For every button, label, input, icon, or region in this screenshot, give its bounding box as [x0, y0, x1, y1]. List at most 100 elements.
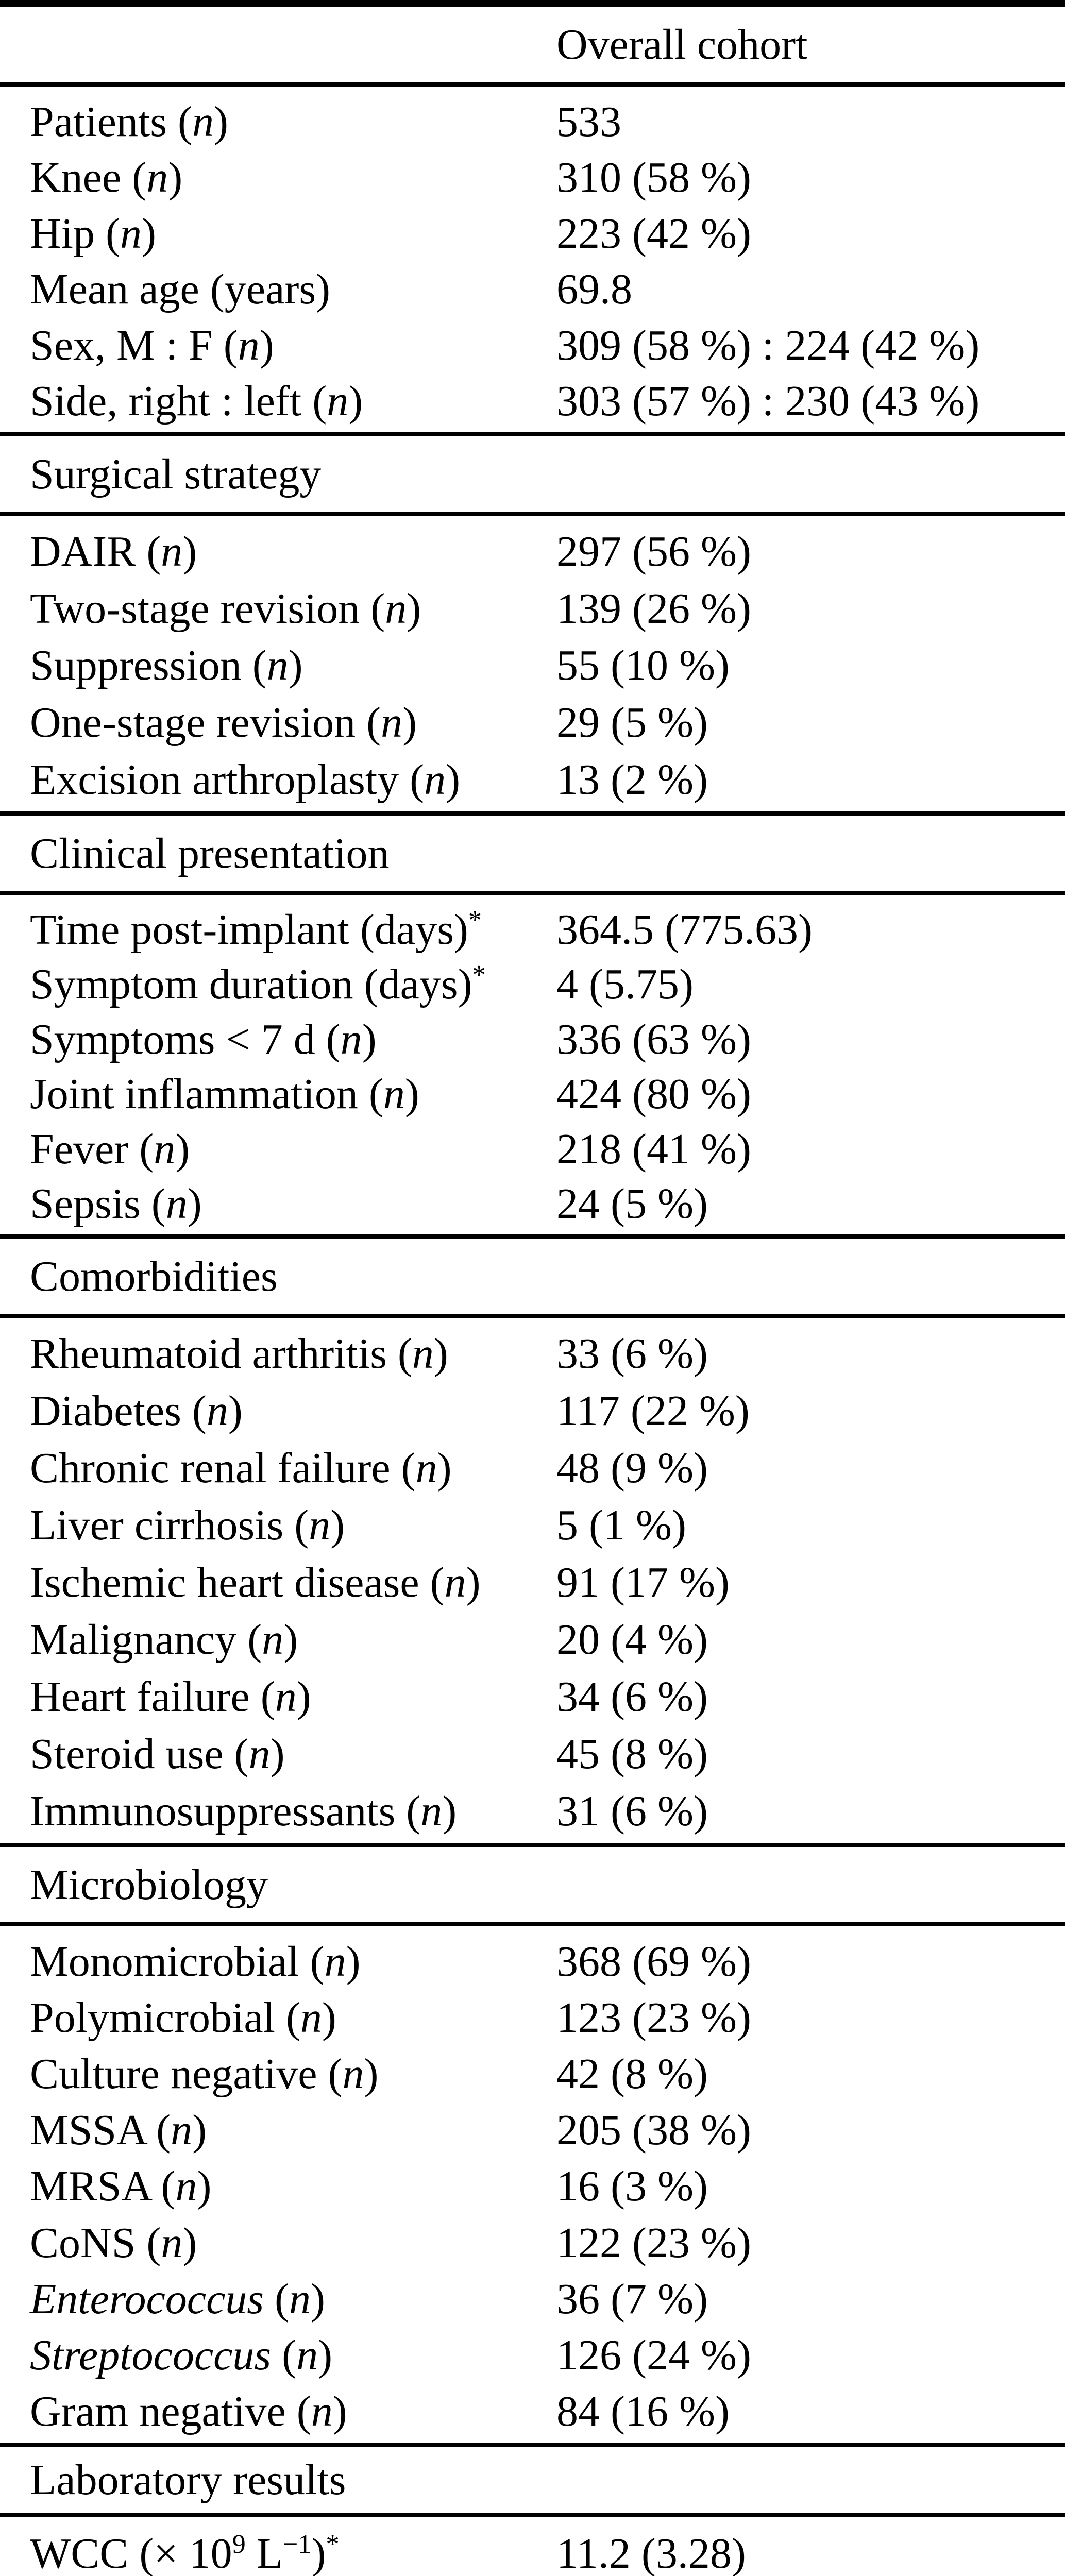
- row-label: Sepsis (n): [30, 1180, 202, 1228]
- table-row: Immunosuppressants (n) 31 (6 %): [0, 1783, 1065, 1840]
- table-row: Liver cirrhosis (n) 5 (1 %): [0, 1497, 1065, 1554]
- row-label: Excision arthroplasty (n): [30, 756, 461, 804]
- section-title-band: Comorbidities: [0, 1239, 1065, 1314]
- section-divider-rule: [0, 2513, 1065, 2517]
- row-label: Joint inflammation (n): [30, 1070, 419, 1118]
- section-title-band: Surgical strategy: [0, 436, 1065, 512]
- row-value: 29 (5 %): [556, 699, 708, 747]
- table-row: Joint inflammation (n) 424 (80 %): [0, 1067, 1065, 1122]
- table-row: One-stage revision (n) 29 (5 %): [0, 694, 1065, 751]
- row-value: 336 (63 %): [556, 1015, 751, 1063]
- table-row: Knee (n) 310 (58 %): [0, 150, 1065, 206]
- row-value: 309 (58 %) : 224 (42 %): [556, 321, 980, 369]
- section-divider-rule: [0, 512, 1065, 516]
- row-value: 122 (23 %): [556, 2218, 751, 2267]
- row-label: Malignancy (n): [30, 1616, 298, 1664]
- row-value: 126 (24 %): [556, 2331, 751, 2379]
- table-row: Fever (n) 218 (41 %): [0, 1122, 1065, 1177]
- section-title: Surgical strategy: [30, 450, 322, 498]
- table-row: Sex, M : F (n) 309 (58 %) : 224 (42 %): [0, 317, 1065, 374]
- table-row: Heart failure (n) 34 (6 %): [0, 1668, 1065, 1725]
- section-body: Monomicrobial (n) 368 (69 %) Polymicrobial…: [0, 1926, 1065, 2443]
- table-row: Time post-implant (days)* 364.5 (775.63): [0, 902, 1065, 957]
- row-value: 33 (6 %): [556, 1330, 708, 1378]
- row-label: Ischemic heart disease (n): [30, 1558, 481, 1606]
- section-title: Comorbidities: [30, 1252, 278, 1300]
- table-row: Malignancy (n) 20 (4 %): [0, 1611, 1065, 1668]
- section-divider-rule: [0, 82, 1065, 87]
- section-divider-rule: [0, 811, 1065, 816]
- table-header-row: Overall cohort: [0, 7, 1065, 82]
- section-divider-rule: [0, 891, 1065, 895]
- table-row: Rheumatoid arthritis (n) 33 (6 %): [0, 1325, 1065, 1382]
- row-label: WCC (× 109 L−1)*: [30, 2529, 340, 2576]
- row-value: 364.5 (775.63): [556, 905, 813, 954]
- row-label: Polymicrobial (n): [30, 1994, 336, 2042]
- row-label: Time post-implant (days)*: [30, 905, 482, 954]
- row-value: 297 (56 %): [556, 527, 751, 575]
- row-value: 36 (7 %): [556, 2275, 708, 2323]
- section-divider-rule: [0, 1234, 1065, 1239]
- row-label: CoNS (n): [30, 2218, 197, 2267]
- section-title-band: Microbiology: [0, 1847, 1065, 1922]
- row-value: 5 (1 %): [556, 1501, 686, 1549]
- row-label: Monomicrobial (n): [30, 1938, 361, 1986]
- row-value: 139 (26 %): [556, 584, 751, 633]
- section-title-band: Clinical presentation: [0, 816, 1065, 891]
- table-row: MSSA (n) 205 (38 %): [0, 2102, 1065, 2158]
- table-row: Chronic renal failure (n) 48 (9 %): [0, 1439, 1065, 1497]
- row-label: One-stage revision (n): [30, 699, 417, 747]
- row-label: Fever (n): [30, 1125, 190, 1173]
- row-label: Heart failure (n): [30, 1673, 311, 1721]
- row-value: 48 (9 %): [556, 1444, 708, 1492]
- row-label: Knee (n): [30, 154, 183, 202]
- table-row: Streptococcus (n) 126 (24 %): [0, 2327, 1065, 2383]
- row-label: Patients (n): [30, 97, 228, 146]
- row-label: Steroid use (n): [30, 1730, 285, 1778]
- section-divider-rule: [0, 2443, 1065, 2447]
- row-label: Symptoms < 7 d (n): [30, 1015, 377, 1063]
- table-row: Hip (n) 223 (42 %): [0, 206, 1065, 262]
- section-divider-rule: [0, 432, 1065, 436]
- section-title: Clinical presentation: [30, 829, 390, 877]
- table-row: Culture negative (n) 42 (8 %): [0, 2046, 1065, 2102]
- row-value: 16 (3 %): [556, 2162, 708, 2211]
- table-row: Excision arthroplasty (n) 13 (2 %): [0, 751, 1065, 808]
- row-label: Symptom duration (days)*: [30, 960, 486, 1009]
- row-value: 13 (2 %): [556, 756, 708, 804]
- row-label: DAIR (n): [30, 527, 197, 575]
- row-value: 91 (17 %): [556, 1558, 730, 1606]
- table-row: Patients (n) 533: [0, 94, 1065, 150]
- section-title: Microbiology: [30, 1860, 268, 1909]
- table-row: Suppression (n) 55 (10 %): [0, 637, 1065, 694]
- table-row: Side, right : left (n) 303 (57 %) : 230 (…: [0, 374, 1065, 430]
- row-label: Rheumatoid arthritis (n): [30, 1330, 448, 1378]
- table-row: CoNS (n) 122 (23 %): [0, 2215, 1065, 2271]
- row-label: Sex, M : F (n): [30, 321, 274, 369]
- row-label: Diabetes (n): [30, 1387, 243, 1435]
- row-value: 69.8: [556, 265, 632, 314]
- section-title: Laboratory results: [30, 2456, 346, 2504]
- section-divider-rule: [0, 1922, 1065, 1926]
- row-value: 20 (4 %): [556, 1616, 708, 1664]
- row-label: Enterococcus (n): [30, 2275, 326, 2323]
- row-value: 55 (10 %): [556, 641, 730, 690]
- row-value: 310 (58 %): [556, 154, 751, 202]
- row-label: Two-stage revision (n): [30, 584, 421, 633]
- table-border-rule-top: [0, 0, 1065, 7]
- table-row: Diabetes (n) 117 (22 %): [0, 1382, 1065, 1439]
- table-row: Ischemic heart disease (n) 91 (17 %): [0, 1554, 1065, 1611]
- row-value: 368 (69 %): [556, 1938, 751, 1986]
- row-label: Culture negative (n): [30, 2050, 379, 2098]
- row-label: Streptococcus (n): [30, 2331, 333, 2379]
- row-value: 31 (6 %): [556, 1787, 708, 1835]
- table-row: Monomicrobial (n) 368 (69 %): [0, 1934, 1065, 1990]
- column-header-overall-cohort: Overall cohort: [556, 21, 808, 69]
- row-label: Side, right : left (n): [30, 377, 363, 426]
- row-value: 117 (22 %): [556, 1387, 750, 1435]
- row-label: MSSA (n): [30, 2106, 207, 2155]
- section-divider-rule: [0, 1843, 1065, 1847]
- row-label: Mean age (years): [30, 265, 330, 314]
- row-value: 218 (41 %): [556, 1125, 751, 1173]
